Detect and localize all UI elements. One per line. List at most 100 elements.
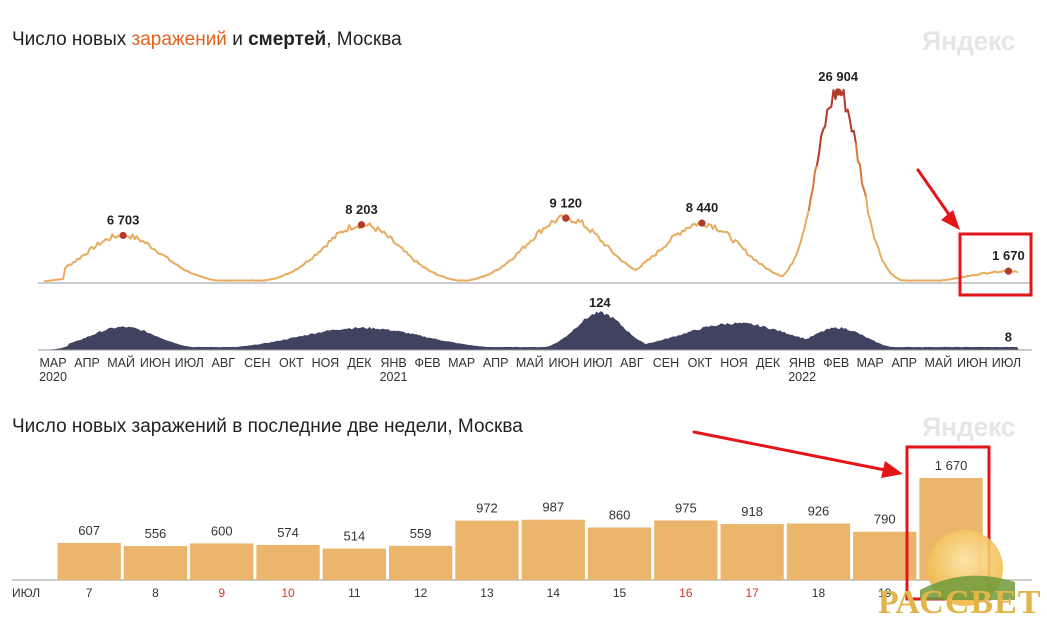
bar-value-label: 860 bbox=[609, 507, 631, 522]
day-tick-label: 13 bbox=[480, 586, 494, 600]
title-infections: заражений bbox=[131, 29, 227, 50]
month-tick-label: ЯНВ bbox=[789, 356, 815, 370]
month-tick-label: АВГ bbox=[212, 356, 236, 370]
infections-peak-label: 8 440 bbox=[686, 200, 719, 215]
infections-peak-label: 6 703 bbox=[107, 212, 140, 227]
yandex-logo-top: Яндекс bbox=[922, 26, 1016, 56]
infections-line-segment bbox=[842, 88, 847, 113]
infections-line-segment bbox=[805, 209, 810, 219]
bar-value-label: 559 bbox=[410, 526, 432, 541]
month-tick-label: ИЮН bbox=[957, 356, 988, 370]
yandex-logo-bottom: Яндекс bbox=[922, 412, 1016, 442]
infections-line-segment bbox=[809, 187, 814, 199]
month-tick-label: ОКТ bbox=[688, 356, 713, 370]
bar bbox=[786, 523, 851, 580]
infections-line-segment bbox=[816, 152, 821, 166]
day-tick-label: 10 bbox=[281, 586, 295, 600]
bar-value-label: 607 bbox=[78, 523, 100, 538]
infections-line-segment bbox=[803, 216, 808, 229]
month-tick-label: ДЕК bbox=[347, 356, 372, 370]
title-city: , Москва bbox=[326, 29, 402, 50]
title-prefix: Число новых bbox=[12, 29, 132, 50]
month-tick-label: ДЕК bbox=[756, 356, 781, 370]
infections-line-segment bbox=[863, 188, 868, 199]
month-tick-label: НОЯ bbox=[312, 356, 340, 370]
infections-line-segment bbox=[581, 219, 586, 228]
year-tick-label: 2021 bbox=[380, 370, 408, 384]
bar-value-label: 790 bbox=[874, 512, 896, 527]
month-tick-label: ИЮЛ bbox=[992, 356, 1021, 370]
bar bbox=[123, 546, 188, 580]
infections-line-segment bbox=[814, 163, 819, 172]
bar bbox=[190, 543, 254, 580]
day-tick-label: 18 bbox=[812, 586, 826, 600]
month-tick-label: АПР bbox=[483, 356, 509, 370]
bar bbox=[322, 548, 386, 580]
bar-value-label: 514 bbox=[343, 529, 365, 544]
bar bbox=[521, 519, 585, 580]
infections-line-segment bbox=[865, 196, 870, 215]
day-tick-label: 15 bbox=[613, 586, 627, 600]
infections-line-segment bbox=[848, 118, 853, 133]
deaths-area bbox=[44, 311, 1019, 350]
month-prefix-label: ИЮЛ bbox=[12, 586, 40, 600]
day-tick-label: 11 bbox=[348, 586, 361, 600]
title-deaths: смертей bbox=[248, 29, 327, 50]
infections-line-segment bbox=[846, 108, 851, 121]
bar bbox=[455, 520, 519, 580]
month-tick-label: ЯНВ bbox=[380, 356, 406, 370]
bar-value-label: 574 bbox=[277, 525, 299, 540]
deaths-peak-label: 124 bbox=[589, 295, 611, 310]
bar-value-label: 1 670 bbox=[935, 458, 968, 473]
infections-line-segment bbox=[824, 108, 829, 127]
infections-line-segment bbox=[811, 169, 817, 190]
arrow-line-bottom bbox=[692, 430, 887, 472]
infections-line-segment bbox=[62, 267, 67, 280]
bar-value-label: 987 bbox=[542, 500, 564, 515]
infections-line-segment bbox=[867, 212, 872, 221]
two-weeks-bar-chart: ИЮЛ 607 7 556 8 600 9 574 10 514 11 559 12 972 13 987 14… bbox=[12, 458, 1032, 600]
day-tick-label: 17 bbox=[745, 586, 759, 600]
day-tick-label: 16 bbox=[679, 586, 693, 600]
infections-peak-marker bbox=[119, 231, 127, 240]
month-tick-label: ИЮЛ bbox=[583, 356, 612, 370]
month-tick-label: СЕН bbox=[653, 356, 679, 370]
infections-peak-marker bbox=[834, 88, 842, 96]
bar-value-label: 972 bbox=[476, 501, 498, 516]
infections-line-segment bbox=[852, 129, 857, 145]
month-tick-label: СЕН bbox=[244, 356, 270, 370]
bar bbox=[389, 545, 453, 580]
day-tick-label: 12 bbox=[414, 586, 428, 600]
highlight-box-top bbox=[958, 232, 1033, 297]
month-tick-label: МАР bbox=[39, 356, 66, 370]
infections-line-segment bbox=[1014, 270, 1019, 274]
year-tick-label: 2020 bbox=[39, 370, 67, 384]
month-tick-label: ИЮН bbox=[548, 356, 579, 370]
infections-peak-label: 1 670 bbox=[992, 248, 1025, 263]
infections-line-segment bbox=[799, 232, 804, 243]
month-tick-label: МАЙ bbox=[107, 355, 135, 370]
deaths-peak-label: 8 bbox=[1005, 330, 1012, 345]
day-tick-label: 19 bbox=[878, 586, 892, 600]
month-tick-label: МАР bbox=[857, 356, 884, 370]
arrow-line-top bbox=[916, 168, 952, 218]
bottom-chart-title: Число новых заражений в последние две не… bbox=[12, 416, 523, 437]
month-tick-label: АПР bbox=[74, 356, 100, 370]
day-tick-label: 14 bbox=[547, 586, 561, 600]
infections-line-segment bbox=[877, 246, 882, 257]
infections-line-segment bbox=[820, 128, 825, 138]
day-tick-label: 8 bbox=[152, 586, 159, 600]
month-tick-label: АВГ bbox=[620, 356, 644, 370]
bar bbox=[587, 527, 652, 580]
month-tick-label: НОЯ bbox=[720, 356, 748, 370]
infections-line-segment bbox=[854, 142, 859, 163]
infections-line-segment bbox=[861, 182, 866, 191]
year-tick-label: 2022 bbox=[788, 370, 816, 384]
infections-deaths-chart: 6 703 8 203 9 120 8 440 26 904 1 670 124 8 МАР АП… bbox=[38, 69, 1032, 384]
month-tick-label: АПР bbox=[892, 356, 918, 370]
infections-line-segment bbox=[871, 227, 876, 240]
month-tick-label: МАР bbox=[448, 356, 475, 370]
day-tick-label: 7 bbox=[86, 586, 93, 600]
bar-value-label: 975 bbox=[675, 500, 697, 515]
